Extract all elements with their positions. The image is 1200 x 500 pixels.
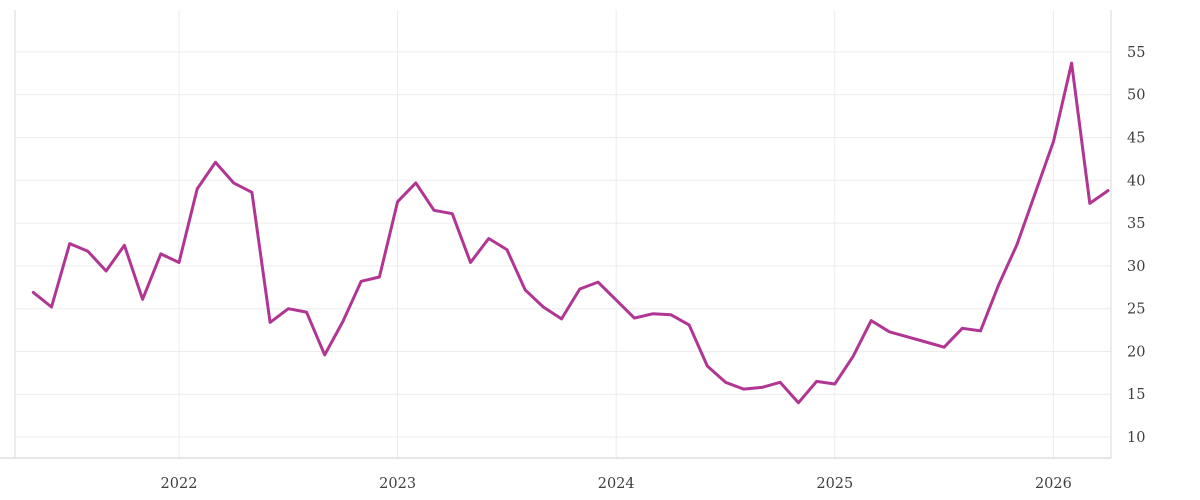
x-tick-label: 2026	[1035, 476, 1072, 492]
y-tick-label: 50	[1127, 88, 1145, 104]
y-tick-label: 35	[1127, 216, 1145, 232]
x-tick-label: 2023	[379, 476, 416, 492]
y-tick-label: 55	[1127, 45, 1145, 61]
x-tick-label: 2025	[816, 476, 853, 492]
y-tick-label: 15	[1127, 387, 1145, 403]
y-tick-label: 20	[1127, 345, 1145, 361]
y-tick-label: 30	[1127, 259, 1145, 275]
y-tick-label: 25	[1127, 302, 1145, 318]
y-tick-label: 10	[1127, 430, 1145, 446]
x-tick-label: 2024	[598, 476, 635, 492]
x-tick-label: 2022	[161, 476, 198, 492]
y-tick-label: 45	[1127, 131, 1145, 147]
y-tick-label: 40	[1127, 173, 1145, 189]
series-line	[31, 61, 1110, 405]
